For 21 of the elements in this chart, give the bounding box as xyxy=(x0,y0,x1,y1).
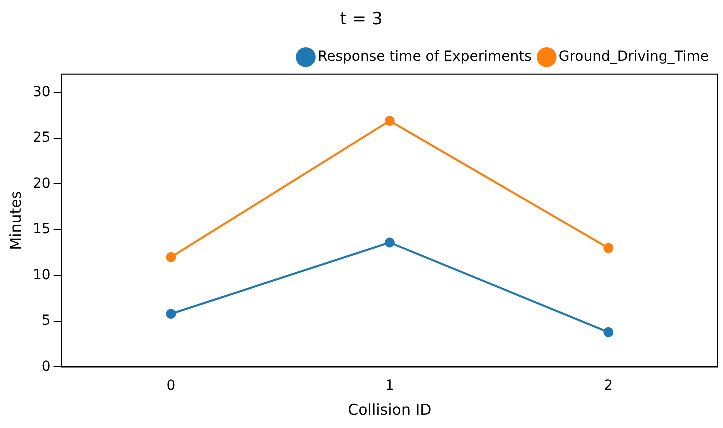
y-tick-label: 15 xyxy=(32,222,51,238)
x-tick-label: 0 xyxy=(166,378,176,394)
y-tick-label: 20 xyxy=(32,176,51,192)
y-tick-label: 30 xyxy=(32,84,51,100)
legend-label: Ground_Driving_Time xyxy=(558,49,710,66)
x-tick-label: 2 xyxy=(604,378,614,394)
legend-label: Response time of Experiments xyxy=(318,49,532,66)
point xyxy=(604,327,614,338)
chart-title: t = 3 xyxy=(340,10,383,30)
point xyxy=(384,116,395,126)
y-tick-label: 5 xyxy=(42,313,51,330)
x-tick-label: 1 xyxy=(385,378,394,394)
point xyxy=(166,309,176,320)
y-tick-label: 10 xyxy=(32,267,51,284)
point xyxy=(166,252,176,262)
y-axis-title: Minutes xyxy=(6,191,25,250)
y-tick-label: 25 xyxy=(32,130,51,146)
x-axis-title: Collision ID xyxy=(348,400,432,419)
y-tick-label: 0 xyxy=(42,358,51,375)
point xyxy=(604,243,614,254)
point xyxy=(384,238,395,248)
